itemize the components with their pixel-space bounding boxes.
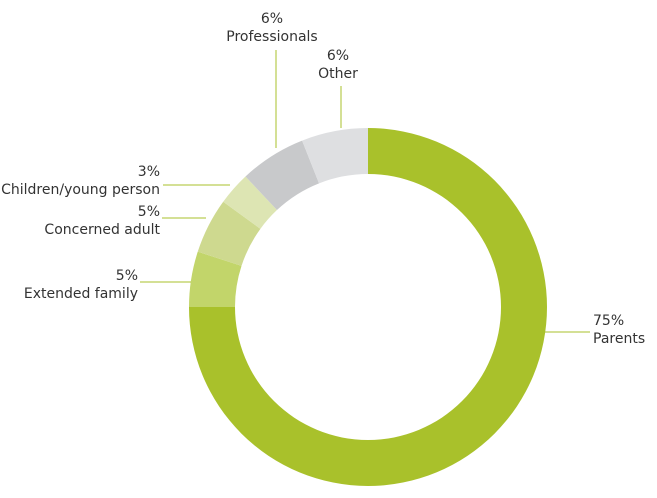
label-percent-concerned-adult: 5%: [138, 204, 160, 220]
label-percent-other: 6%: [327, 48, 349, 64]
label-percent-parents: 75%: [593, 313, 624, 329]
label-name-other: Other: [318, 66, 358, 82]
label-name-concerned-adult: Concerned adult: [44, 222, 160, 238]
label-name-children-young-person: Children/young person: [1, 182, 160, 198]
slice-other: [302, 128, 368, 184]
label-name-professionals: Professionals: [226, 29, 317, 45]
label-name-parents: Parents: [593, 331, 645, 347]
label-percent-professionals: 6%: [261, 11, 283, 27]
slice-extended-family: [189, 251, 242, 307]
slice-concerned-adult: [197, 201, 261, 266]
leader-lines: [140, 50, 590, 333]
label-percent-extended-family: 5%: [116, 268, 138, 284]
label-percent-children-young-person: 3%: [138, 164, 160, 180]
slice-professionals: [245, 140, 320, 211]
label-name-extended-family: Extended family: [24, 286, 138, 302]
donut-slices: [189, 128, 547, 486]
slice-children-young-person: [223, 176, 277, 229]
